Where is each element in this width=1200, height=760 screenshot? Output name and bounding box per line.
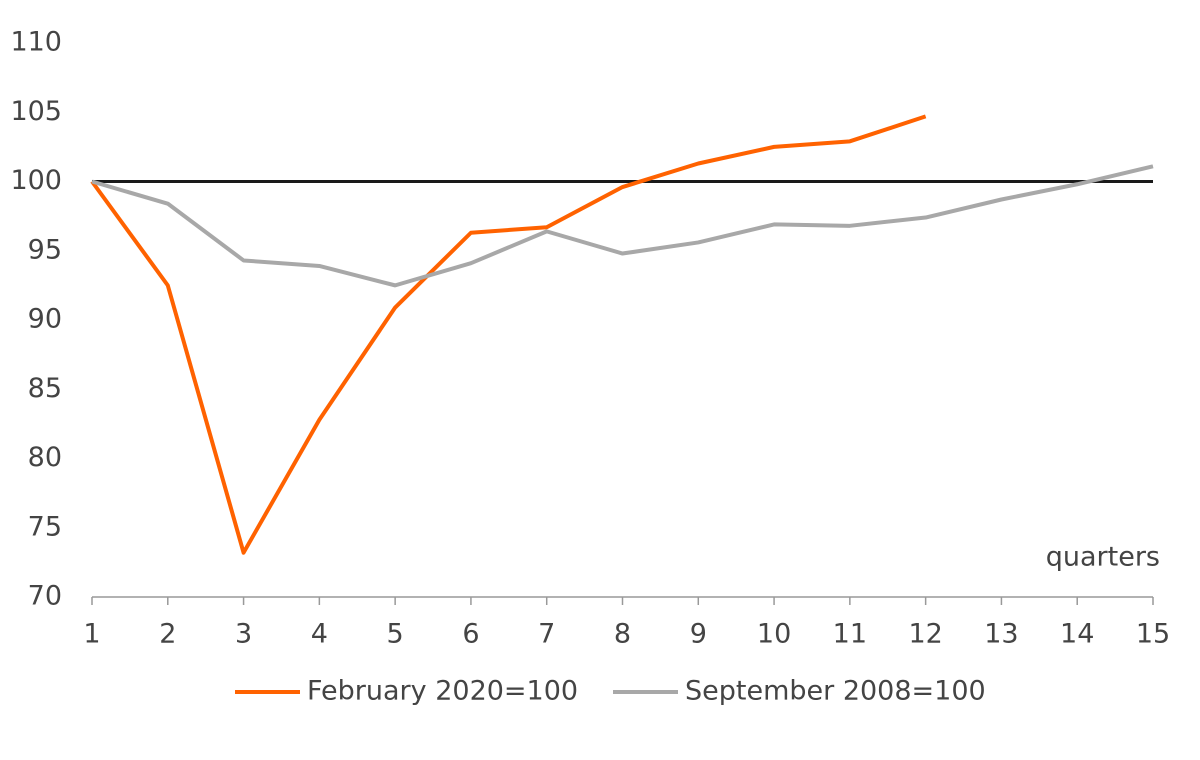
- x-tick-label: 9: [690, 619, 707, 650]
- x-tick-label: 10: [757, 619, 791, 650]
- x-tick-label: 11: [833, 619, 867, 650]
- y-tick-label: 75: [28, 511, 62, 542]
- x-tick-label: 14: [1060, 619, 1094, 650]
- series-line: [91, 164, 1154, 288]
- y-tick-label: 85: [28, 373, 62, 404]
- x-tick-label: 3: [235, 619, 252, 650]
- legend-label: September 2008=100: [685, 676, 986, 707]
- x-tick-label: 13: [984, 619, 1018, 650]
- axis-annotation: quarters: [1046, 542, 1160, 573]
- y-tick-label: 95: [28, 234, 62, 265]
- x-tick-label: 12: [908, 619, 942, 650]
- y-tick-label: 105: [10, 96, 62, 127]
- x-tick-label: 15: [1136, 619, 1170, 650]
- y-tick-label: 110: [10, 27, 62, 58]
- x-tick-label: 5: [387, 619, 404, 650]
- y-tick-label: 100: [10, 165, 62, 196]
- x-tick-label: 7: [538, 619, 555, 650]
- y-tick-label: 80: [28, 442, 62, 473]
- series-line: [90, 114, 927, 555]
- x-tick-label: 2: [159, 619, 176, 650]
- y-tick-label: 70: [28, 581, 62, 612]
- x-tick-label: 6: [462, 619, 479, 650]
- x-tick-label: 4: [311, 619, 328, 650]
- x-tick-label: 1: [83, 619, 100, 650]
- legend-label: February 2020=100: [307, 676, 578, 707]
- x-tick-label: 8: [614, 619, 631, 650]
- y-tick-label: 90: [28, 304, 62, 335]
